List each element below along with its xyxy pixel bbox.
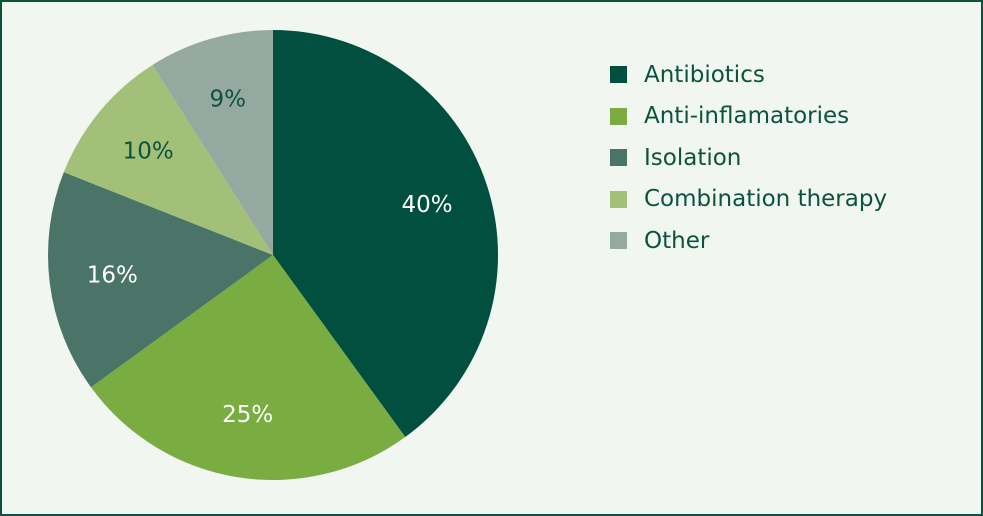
pie-slice-antibiotics <box>273 30 498 438</box>
legend-label: Other <box>644 227 710 254</box>
data-label-isolation: 16% <box>87 262 138 288</box>
pie-slice-other <box>152 30 273 255</box>
legend-label: Isolation <box>644 144 742 171</box>
legend-swatch <box>610 232 627 250</box>
legend-swatch <box>610 190 627 208</box>
data-label-antibiotics: 40% <box>402 192 453 218</box>
pie-slice-anti-inflamatories <box>90 255 406 480</box>
legend-item-other: Other <box>610 220 887 262</box>
pie-slice-isolation <box>47 172 273 388</box>
legend-label: Combination therapy <box>644 186 888 213</box>
legend: Antibiotics Anti-inflamatories Isolation… <box>610 54 887 262</box>
legend-label: Anti-inflamatories <box>644 103 850 130</box>
data-label-combination-therapy: 10% <box>123 139 174 165</box>
legend-item-antibiotics: Antibiotics <box>610 54 887 96</box>
legend-item-isolation: Isolation <box>610 137 887 179</box>
legend-swatch <box>610 66 627 84</box>
legend-item-combination-therapy: Combination therapy <box>610 179 887 221</box>
data-label-other: 9% <box>210 86 247 112</box>
legend-swatch <box>610 107 627 125</box>
data-label-anti-inflamatories: 25% <box>222 402 273 428</box>
legend-item-anti-inflamatories: Anti-inflamatories <box>610 96 887 138</box>
legend-swatch <box>610 149 627 167</box>
legend-label: Antibiotics <box>644 61 765 88</box>
pie-slice-combination-therapy <box>63 65 273 255</box>
